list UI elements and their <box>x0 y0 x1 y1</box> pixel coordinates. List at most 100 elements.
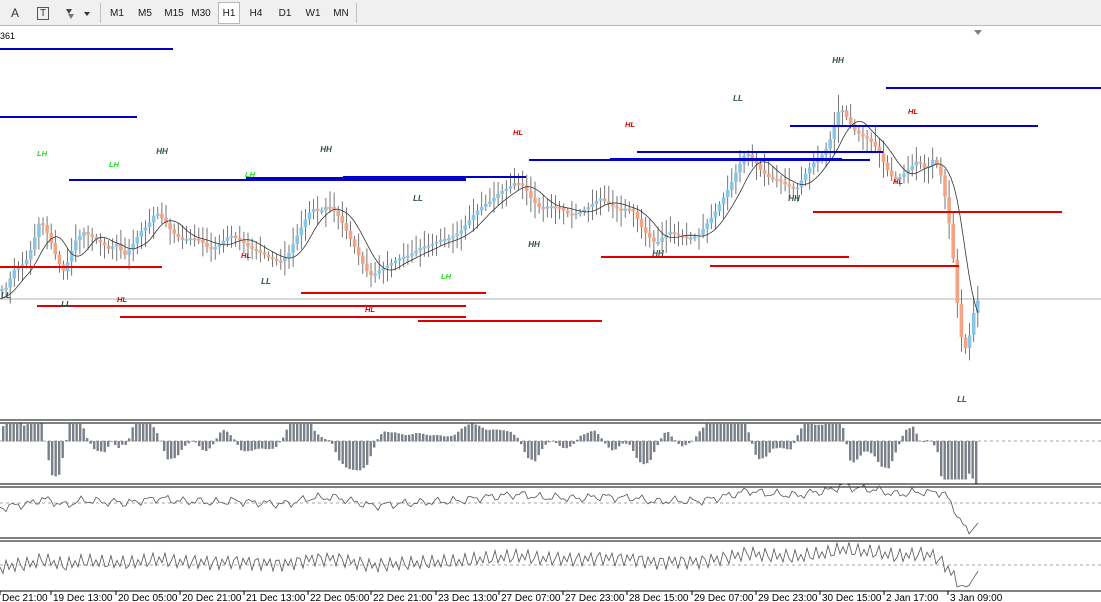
histogram-bar <box>191 441 194 442</box>
candle-body <box>192 238 197 241</box>
histogram-bar <box>950 441 953 480</box>
histogram-bar <box>481 427 484 442</box>
candle-body <box>455 233 459 237</box>
histogram-bar <box>72 423 75 442</box>
candle-body <box>12 269 17 279</box>
histogram-bar <box>803 423 806 442</box>
text-label-tool-label: T <box>36 6 50 20</box>
candle-body <box>676 233 681 236</box>
histogram-bar <box>555 441 558 444</box>
text-tool-label: A <box>10 6 19 20</box>
text-label-tool-button[interactable]: T <box>34 4 52 22</box>
timeframe-m1[interactable]: M1 <box>110 7 124 19</box>
candle-body <box>803 173 808 181</box>
timeframe-m5[interactable]: M5 <box>138 7 152 19</box>
candle-body <box>406 255 410 258</box>
histogram-bar <box>142 423 145 442</box>
histogram-bar <box>600 438 603 442</box>
price-chart[interactable]: 361 LL LL LH LH HL HH LH HL LL HH LL LH HL HL HH HL HH LL H… <box>0 27 1101 602</box>
candle-body <box>607 201 611 205</box>
candle-body <box>123 250 127 255</box>
candle-body <box>799 180 804 188</box>
chart-area[interactable]: 361 LL LL LH LH HL HH LH HL LL HH LL LH HL HL HH HL HH LL H… <box>0 27 1101 602</box>
histogram-bar <box>324 438 327 442</box>
histogram-bar <box>807 423 810 442</box>
histogram-bar <box>177 441 180 456</box>
candle-body <box>229 235 234 238</box>
histogram-bar <box>166 441 169 460</box>
histogram-bar <box>9 423 12 442</box>
time-axis-label: 19 Dec 13:00 <box>53 593 113 602</box>
candle-body <box>225 237 230 241</box>
histogram-bar <box>303 423 306 442</box>
candle-body <box>221 240 226 245</box>
candle-body <box>520 183 525 186</box>
candle-body <box>652 237 656 242</box>
candle-body <box>45 225 49 233</box>
timeframe-h1[interactable]: H1 <box>218 2 240 24</box>
histogram-bar <box>516 437 519 442</box>
swing-label-hl: HL <box>365 305 375 314</box>
timeframe-mn[interactable]: MN <box>333 7 349 19</box>
text-tool-button[interactable]: A <box>6 4 24 22</box>
histogram-bar <box>61 441 64 458</box>
histogram-bar <box>233 439 236 442</box>
histogram-bar <box>814 424 817 442</box>
candle-body <box>475 210 480 215</box>
histogram-bar <box>2 426 5 442</box>
histogram-bar <box>908 428 911 442</box>
candle-body <box>976 300 980 313</box>
candle-body <box>533 198 537 203</box>
candle-body <box>4 287 8 290</box>
histogram-bar <box>502 430 505 442</box>
oscillator-indicator-window <box>0 483 1101 535</box>
timeframe-h4[interactable]: H4 <box>249 7 263 19</box>
histogram-bar <box>926 440 929 442</box>
histogram-bar <box>796 435 799 442</box>
swing-label-ll: LL <box>957 395 967 404</box>
histogram-bar <box>915 433 918 442</box>
histogram-bar <box>768 441 771 453</box>
histogram-bar <box>261 441 264 449</box>
candle-body <box>578 211 582 214</box>
histogram-bar <box>828 423 831 442</box>
candle-body <box>197 238 201 241</box>
candle-body <box>484 203 488 207</box>
timeframe-m15[interactable]: M15 <box>164 7 184 19</box>
candle-body <box>930 159 935 166</box>
time-axis-label: 20 Dec 05:00 <box>118 593 178 602</box>
candle-body <box>147 222 152 228</box>
histogram-bar <box>208 441 211 449</box>
timeframe-d1[interactable]: D1 <box>278 7 292 19</box>
histogram-bar <box>425 434 428 442</box>
candle-body <box>713 211 718 218</box>
histogram-bar <box>492 429 495 442</box>
moving-average-line <box>0 121 979 314</box>
timeframe-m30[interactable]: M30 <box>191 7 211 19</box>
histogram-bar <box>761 441 764 459</box>
candle-body <box>566 210 570 214</box>
candle-body <box>541 207 545 210</box>
candle-body <box>110 246 115 249</box>
candle-body <box>328 206 332 209</box>
histogram-bar <box>695 436 698 442</box>
candle-body <box>434 241 439 244</box>
candle-body <box>443 239 447 242</box>
histogram-bar <box>219 432 222 442</box>
histogram-bar <box>723 423 726 442</box>
candle-body <box>283 257 287 262</box>
histogram-bar <box>380 434 383 442</box>
histogram-bar <box>268 441 271 450</box>
histogram-bar <box>320 437 323 442</box>
histogram-bar <box>128 438 131 442</box>
candle-body <box>812 162 816 168</box>
chart-shift-marker-icon[interactable] <box>974 30 982 35</box>
timeframe-w1[interactable]: W1 <box>305 7 321 19</box>
candle-body <box>233 235 238 238</box>
histogram-bar <box>751 441 754 444</box>
time-axis-label: 23 Dec 13:00 <box>438 593 498 602</box>
histogram-bar <box>338 441 341 461</box>
histogram-bar <box>765 441 768 457</box>
shapes-dropdown-button[interactable] <box>60 4 92 22</box>
histogram-bar <box>607 441 610 448</box>
